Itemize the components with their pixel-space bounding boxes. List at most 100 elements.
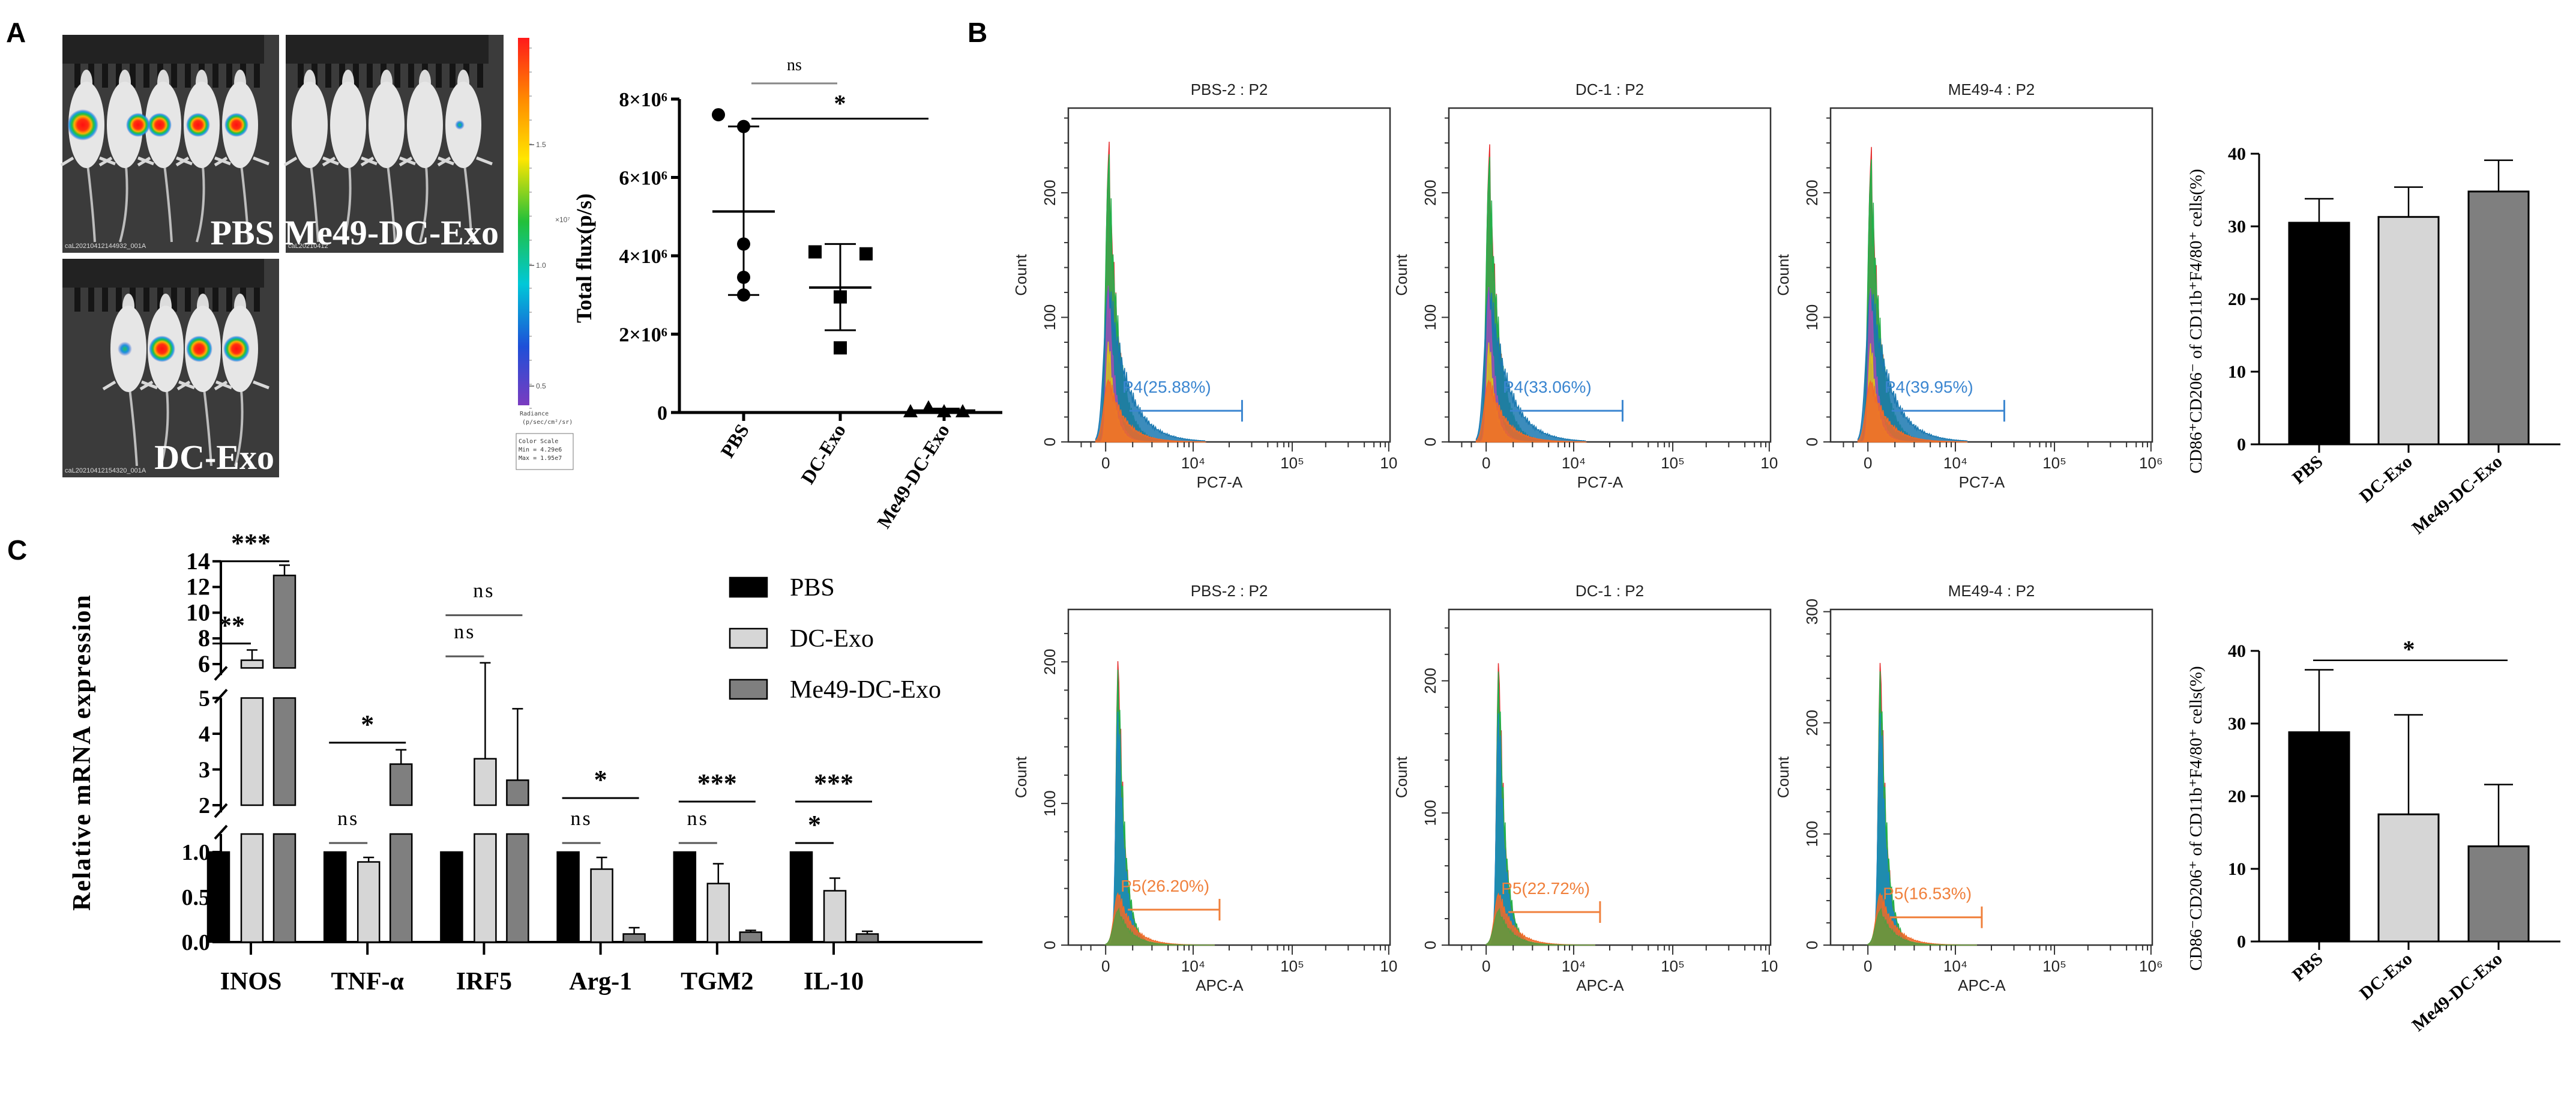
x-tick-label: 10⁵ (1280, 957, 1304, 975)
x-tick-label: 0 (1864, 957, 1872, 975)
x-tick-label: 0 (1101, 454, 1110, 472)
bar (2288, 222, 2350, 446)
bar (2377, 216, 2440, 446)
holder-tooth (102, 288, 108, 312)
holder-tooth (212, 288, 218, 312)
data-point-triangle (921, 400, 936, 414)
x-tick-label: 0 (1864, 454, 1872, 472)
y-tick-label: 200 (1803, 180, 1821, 205)
x-axis-label: APC-A (1958, 976, 2006, 994)
bar (2467, 190, 2530, 446)
luminescence-spot (149, 336, 175, 362)
bar (2467, 845, 2530, 943)
total-flux-scatter: 0 2×10⁶ 4×10⁶ 6×10⁶ 8×10⁶ Total flux(p/s) PBS D… (572, 56, 1002, 532)
holder-tooth (74, 288, 80, 312)
bar (206, 851, 230, 943)
y-tick-label: 0 (1421, 438, 1439, 446)
flow-histogram-panel: ME49-4 : P2 0 100 200 Count 0 10⁴ 10⁵ 10⁶ PC7-A P4… (1774, 80, 2163, 491)
y-tick-label: 8 (198, 624, 210, 651)
x-tick-label: Me49-DC-Exo (873, 420, 954, 532)
x-axis-label: PC7-A (1577, 473, 1624, 491)
histogram-title: DC-1 : P2 (1575, 582, 1644, 600)
x-axis-label: PC7-A (1959, 473, 2005, 491)
bar (357, 861, 381, 943)
x-tick-label: 10⁵ (1661, 957, 1685, 975)
holder-bar (286, 35, 489, 64)
y-tick-label: 6×10⁶ (619, 168, 667, 190)
image-id: caL20210412144932_001A (65, 243, 146, 250)
histogram-layer (1475, 379, 1587, 443)
x-tick-label: PBS (2289, 949, 2326, 985)
x-tick-label: 10⁴ (1181, 454, 1205, 472)
gate-label: P5(26.20%) (1121, 877, 1209, 895)
mouse-image-panel: PBS caL20210412144932_001A (60, 35, 279, 253)
panel-label-a: A (6, 17, 26, 48)
y-tick-label: 0 (657, 402, 667, 425)
mouse-body (107, 82, 143, 168)
data-point-triangle (937, 404, 951, 417)
significance-label: ns (473, 580, 495, 602)
y-tick-label: 2 (199, 793, 210, 818)
y-tick-label: 200 (1421, 668, 1439, 694)
x-axis-label: APC-A (1196, 976, 1244, 994)
y-tick-label: 30 (2228, 714, 2246, 734)
x-tick-label: 10⁴ (1562, 454, 1586, 472)
luminescence-spot (223, 336, 250, 362)
y-axis-label: Count (1012, 254, 1030, 296)
holder-tooth (143, 64, 149, 88)
y-tick-label: 100 (1041, 790, 1059, 816)
significance-label: ns (570, 808, 592, 830)
colorbar-multiplier: ×10⁷ (555, 216, 570, 224)
colorbar-gradient (518, 38, 529, 405)
y-tick-label: 100 (1803, 304, 1821, 330)
holder-tooth (254, 64, 260, 88)
y-tick-label: 20 (2228, 787, 2246, 806)
image-id: caL20210412154320_001A (65, 467, 146, 474)
y-tick-label: 20 (2228, 289, 2246, 309)
x-tick-label: INOS (220, 968, 282, 996)
bar (506, 833, 529, 943)
flow-histogram-panel: DC-1 : P2 0 100 200 Count 0 10⁴ 10⁵ 10 APC-A P5(22… (1392, 582, 1778, 994)
holder-tooth (171, 64, 177, 88)
data-point-triangle (955, 404, 970, 417)
luminescence-spot (126, 113, 150, 137)
mouse-body (292, 82, 328, 168)
bar (389, 763, 413, 806)
bar (240, 659, 264, 669)
colorbar-unit: (p/sec/cm²/sr) (522, 419, 573, 426)
x-tick-label: 10⁵ (2042, 454, 2066, 472)
significance-label: * (361, 710, 374, 739)
bar (590, 868, 613, 943)
bar (272, 833, 296, 943)
y-tick-label: 2×10⁶ (619, 324, 667, 346)
x-tick-label: IRF5 (456, 968, 512, 996)
axis-break-mark (214, 689, 228, 704)
y-tick-label: 14 (186, 548, 210, 575)
significance-label: * (2403, 636, 2415, 663)
y-tick-label: 30 (2228, 217, 2246, 237)
y-tick-label: 100 (1421, 800, 1439, 826)
x-tick-label: 10⁵ (1661, 454, 1685, 472)
group-label: PBS (211, 213, 274, 252)
y-tick-label: 40 (2228, 641, 2246, 661)
gate-label: P4(33.06%) (1503, 378, 1592, 396)
y-tick-label: 0 (2237, 932, 2246, 952)
flow-histogram-panel: ME49-4 : P2 0 100 200 300 Count 0 10⁴ 10⁵ 10⁶ APC-… (1774, 582, 2163, 994)
gate-label: P5(16.53%) (1883, 884, 1972, 903)
x-tick-label: PBS (2289, 452, 2326, 488)
y-axis-label: Count (1774, 756, 1792, 798)
holder-tooth (436, 64, 442, 88)
legend-swatch (729, 576, 768, 598)
m2-percent-bar-chart: 0 10 20 30 40 CD86⁻CD206⁺ of CD11b⁺F4/80⁺ cel… (2186, 636, 2560, 1035)
holder-tooth (102, 64, 108, 88)
luminescence-spot (224, 113, 248, 137)
y-axis-label: Count (1392, 254, 1410, 296)
gate-label: P4(25.88%) (1122, 378, 1211, 396)
histogram-title: DC-1 : P2 (1575, 80, 1644, 98)
legend-label: DC-Exo (790, 625, 874, 653)
data-point-circle (737, 288, 750, 302)
bar (789, 851, 813, 943)
color-scale-line: Max = 1.95e7 (519, 455, 562, 462)
mouse-body (330, 82, 366, 168)
